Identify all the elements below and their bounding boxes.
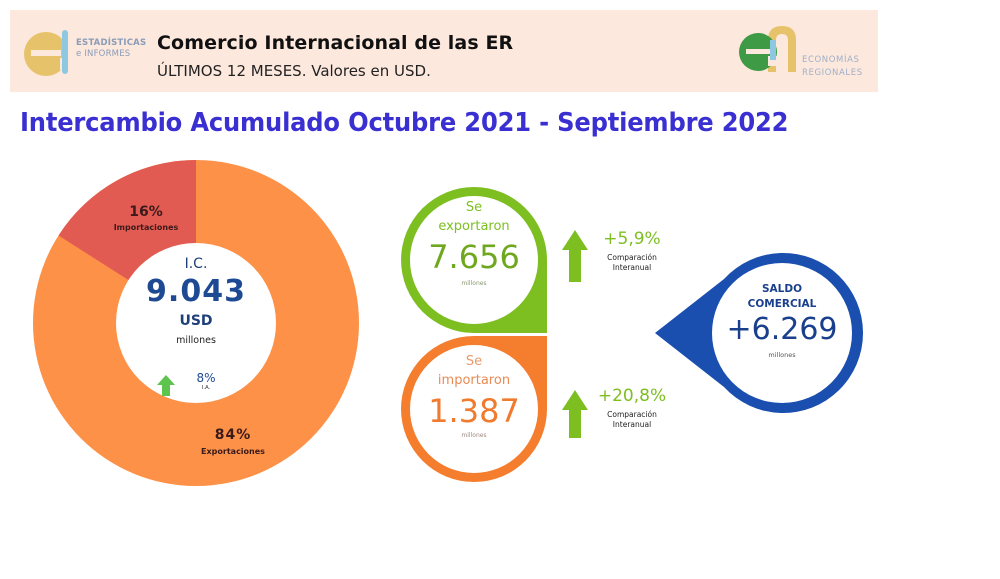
ic-label: I.C. — [184, 256, 208, 272]
er-logo-icon — [739, 26, 796, 72]
imports-change-label1: Comparación — [607, 410, 657, 419]
imports-line2: importaron — [437, 373, 511, 388]
balance-unit: millones — [768, 351, 796, 359]
ic-growth: 8% I.A. — [186, 371, 226, 391]
donut-chart — [33, 160, 359, 486]
imports-change: +20,8% Comparación Interanual — [590, 386, 674, 429]
imports-pct: 16% — [129, 204, 163, 220]
exports-change-value: +5,9% — [603, 229, 661, 249]
imports-badge: Se importaron 1.387 millones — [414, 354, 534, 439]
header-title: Comercio Internacional de las ER — [157, 32, 514, 54]
logo-right-line1: ECONOMÍAS — [802, 55, 860, 65]
header-subtitle: ÚLTIMOS 12 MESES. Valores en USD. — [157, 62, 431, 80]
imports-label: Importaciones — [113, 223, 179, 232]
donut-hole — [116, 243, 276, 403]
ic-value: 9.043 — [146, 274, 246, 309]
balance-badge-shape — [655, 253, 864, 413]
exports-change-label2: Interanual — [612, 263, 652, 272]
donut-center: I.C. 9.043 USD millones — [136, 256, 256, 346]
imports-unit: millones — [461, 432, 487, 439]
exports-badge: Se exportaron 7.656 millones — [414, 200, 534, 287]
logo-right-line2: REGIONALES — [802, 68, 863, 78]
exports-pct: 84% — [214, 427, 252, 443]
ic-growth-label: I.A. — [201, 385, 211, 391]
exports-up-arrow-icon — [562, 230, 588, 282]
exports-unit: millones — [461, 280, 487, 287]
balance-line1: SALDO — [761, 283, 803, 295]
exports-line1: Se — [465, 200, 483, 215]
ei-logo-icon — [24, 30, 68, 76]
ic-up-arrow-icon — [157, 375, 175, 396]
imports-slice-label: 16% Importaciones — [96, 204, 196, 232]
header-banner: ESTADÍSTICAS e INFORMES Comercio Interna… — [10, 10, 878, 92]
page-title: Intercambio Acumulado Octubre 2021 - Sep… — [20, 108, 789, 138]
exports-badge-shape — [401, 187, 547, 333]
ic-growth-value: 8% — [196, 371, 216, 385]
estadisticas-informes-logo: ESTADÍSTICAS e INFORMES — [22, 24, 152, 80]
balance-badge: SALDO COMERCIAL +6.269 millones — [717, 283, 847, 359]
balance-line2: COMERCIAL — [747, 298, 817, 310]
imports-badge-shape — [401, 336, 547, 482]
imports-change-value: +20,8% — [597, 386, 667, 406]
logo-left-line1: ESTADÍSTICAS — [76, 38, 147, 48]
exports-change-label1: Comparación — [607, 253, 657, 262]
ic-scale: millones — [176, 335, 216, 346]
imports-up-arrow-icon — [562, 390, 588, 438]
exports-line2: exportaron — [438, 219, 510, 234]
balance-value: +6.269 — [726, 312, 838, 347]
imports-line1: Se — [465, 354, 483, 369]
exports-value: 7.656 — [428, 238, 520, 276]
exports-slice-label: 84% Exportaciones — [183, 427, 283, 456]
logo-left-line2: e INFORMES — [76, 49, 131, 59]
economias-regionales-logo: ECONOMÍAS REGIONALES — [738, 20, 878, 82]
exports-change: +5,9% Comparación Interanual — [592, 229, 672, 272]
imports-value: 1.387 — [428, 392, 520, 430]
ic-unit: USD — [179, 313, 213, 329]
imports-change-label2: Interanual — [612, 420, 652, 429]
exports-label: Exportaciones — [201, 447, 265, 456]
